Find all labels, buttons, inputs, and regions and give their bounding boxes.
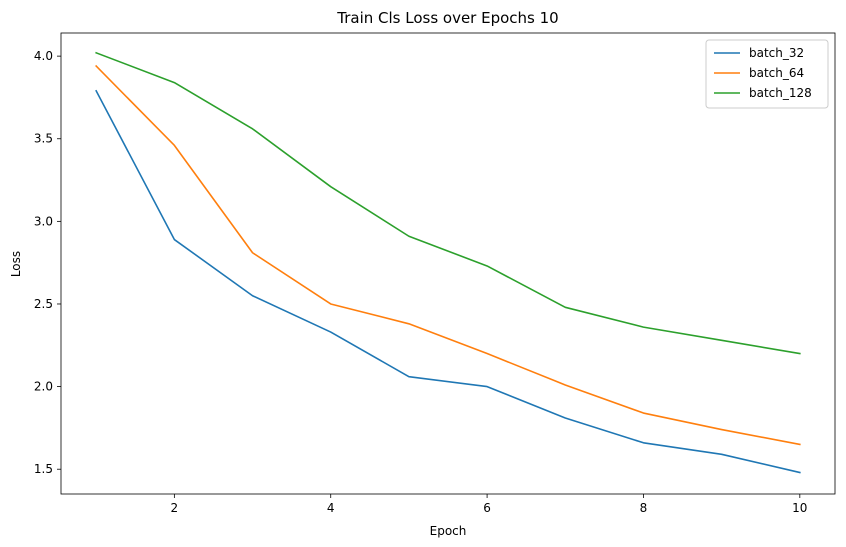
legend-label-batch_32: batch_32 — [749, 46, 804, 60]
legend-label-batch_64: batch_64 — [749, 66, 804, 80]
series-line-batch_64 — [95, 64, 801, 446]
x-tick-label: 6 — [483, 501, 491, 515]
x-axis-label: Epoch — [430, 524, 467, 538]
x-tick-label: 2 — [171, 501, 179, 515]
y-tick-label: 3.5 — [34, 132, 53, 146]
axes-frame — [60, 32, 836, 495]
x-tick-label: 4 — [327, 501, 335, 515]
y-tick-label: 2.5 — [34, 297, 53, 311]
legend: batch_32 batch_64 batch_128 — [705, 39, 829, 109]
y-tick-label: 4.0 — [34, 49, 53, 63]
plot-area: 2 4 6 8 10 1.5 2.0 2.5 3.0 3.5 4.0 — [34, 32, 836, 515]
y-tick-label: 2.0 — [34, 380, 53, 394]
legend-label-batch_128: batch_128 — [749, 86, 812, 100]
x-tick-label: 10 — [792, 501, 807, 515]
y-axis-label: Loss — [9, 251, 23, 277]
series-line-batch_128 — [95, 51, 801, 355]
legend-box — [705, 39, 829, 109]
y-tick-label: 3.0 — [34, 214, 53, 228]
y-tick-label: 1.5 — [34, 462, 53, 476]
x-tick-label: 8 — [640, 501, 648, 515]
series-line-batch_32 — [95, 89, 801, 474]
chart-title: Train Cls Loss over Epochs 10 — [336, 9, 558, 27]
